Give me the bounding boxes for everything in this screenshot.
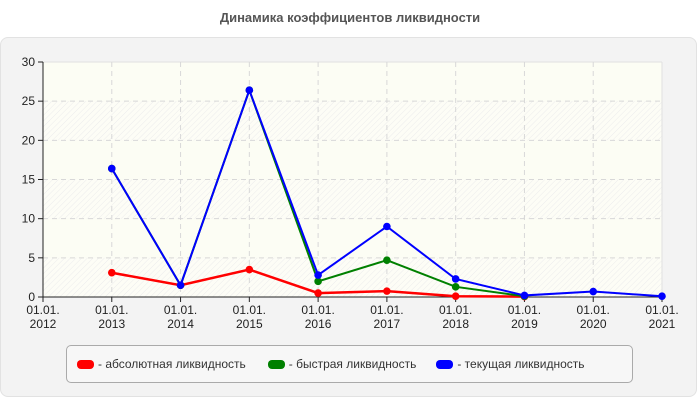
data-point[interactable] xyxy=(107,268,116,277)
axes: 05101520253001.01.201201.01.201301.01.20… xyxy=(22,55,679,331)
x-tick-label: 01.01. xyxy=(508,303,541,317)
data-point[interactable] xyxy=(245,86,254,94)
x-tick-label: 2020 xyxy=(580,317,607,331)
data-point[interactable] xyxy=(520,291,529,300)
data-point[interactable] xyxy=(451,292,460,301)
data-point[interactable] xyxy=(314,289,322,297)
x-tick-label: 2012 xyxy=(30,317,57,331)
data-point[interactable] xyxy=(383,256,391,264)
x-tick-label: 2013 xyxy=(98,317,125,331)
y-tick-label: 20 xyxy=(22,133,36,147)
legend-label: - абсолютная ликвидность xyxy=(98,357,246,371)
y-tick-label: 0 xyxy=(28,290,35,304)
x-tick-label: 2021 xyxy=(649,317,676,331)
data-point[interactable] xyxy=(107,164,116,173)
data-point[interactable] xyxy=(314,271,322,279)
x-tick-label: 2018 xyxy=(442,317,469,331)
legend: - абсолютная ликвидность - быстрая ликви… xyxy=(66,345,633,383)
data-point[interactable] xyxy=(245,265,254,274)
x-tick-label: 01.01. xyxy=(370,303,403,317)
x-tick-label: 01.01. xyxy=(26,303,59,317)
x-tick-label: 01.01. xyxy=(645,303,678,317)
x-tick-label: 01.01. xyxy=(95,303,128,317)
x-tick-label: 01.01. xyxy=(164,303,197,317)
legend-item-current[interactable]: - текущая ликвидность xyxy=(436,357,585,371)
legend-item-quick[interactable]: - быстрая ликвидность xyxy=(267,357,417,371)
data-point[interactable] xyxy=(589,287,598,296)
data-point[interactable] xyxy=(451,283,460,291)
x-tick-label: 01.01. xyxy=(233,303,266,317)
legend-swatch-blue xyxy=(436,359,454,369)
x-tick-label: 01.01. xyxy=(577,303,610,317)
x-tick-label: 2017 xyxy=(374,317,401,331)
y-tick-label: 15 xyxy=(22,173,36,187)
x-tick-label: 2019 xyxy=(511,317,538,331)
data-point[interactable] xyxy=(383,287,391,295)
x-tick-label: 2014 xyxy=(167,317,194,331)
legend-label: - быстрая ликвидность xyxy=(288,357,417,371)
data-series xyxy=(107,86,666,301)
legend-item-absolute[interactable]: - абсолютная ликвидность xyxy=(77,357,246,371)
data-point[interactable] xyxy=(176,281,185,290)
x-tick-label: 2015 xyxy=(236,317,263,331)
x-tick-label: 01.01. xyxy=(301,303,334,317)
data-point[interactable] xyxy=(658,292,666,301)
legend-label: - текущая ликвидность xyxy=(457,357,585,371)
x-tick-label: 01.01. xyxy=(439,303,472,317)
y-tick-label: 25 xyxy=(22,94,36,108)
y-tick-label: 5 xyxy=(28,251,35,265)
grid-lines xyxy=(43,62,662,297)
plot-area xyxy=(43,61,663,297)
y-tick-label: 10 xyxy=(22,212,36,226)
legend-swatch-red xyxy=(77,359,94,369)
data-point[interactable] xyxy=(451,275,460,283)
chart-title: Динамика коэффициентов ликвидности xyxy=(219,10,481,25)
legend-swatch-green xyxy=(267,359,285,369)
y-tick-label: 30 xyxy=(22,55,36,69)
x-tick-label: 2016 xyxy=(305,317,332,331)
data-point[interactable] xyxy=(314,277,322,286)
data-point[interactable] xyxy=(383,222,391,231)
